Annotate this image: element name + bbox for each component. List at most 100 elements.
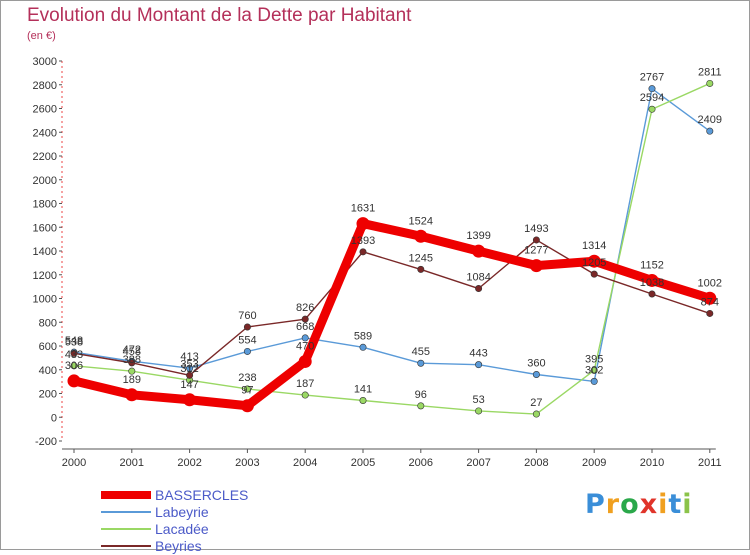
data-label-lacadee: 433 bbox=[65, 349, 83, 361]
legend-swatch bbox=[101, 491, 151, 499]
data-point-bassercles bbox=[125, 388, 139, 402]
y-tick-label: 1400 bbox=[33, 246, 57, 258]
data-point-lacadee bbox=[301, 391, 309, 399]
data-label-labeyrie: 360 bbox=[527, 358, 545, 370]
data-label-lacadee: 2594 bbox=[640, 92, 664, 104]
y-tick-label: 800 bbox=[39, 317, 57, 329]
data-label-lacadee: 2811 bbox=[698, 66, 722, 78]
y-tick-label: 2000 bbox=[33, 175, 57, 187]
data-label-beyries: 538 bbox=[65, 336, 83, 348]
data-point-beyries bbox=[70, 349, 78, 357]
data-point-labeyrie bbox=[590, 377, 598, 385]
data-label-lacadee: 141 bbox=[354, 384, 372, 396]
data-point-labeyrie bbox=[648, 85, 656, 93]
data-point-beyries bbox=[243, 323, 251, 331]
data-label-beyries: 1038 bbox=[640, 277, 664, 289]
data-point-labeyrie bbox=[359, 343, 367, 351]
data-label-lacadee: 53 bbox=[472, 394, 484, 406]
y-tick-label: 2400 bbox=[33, 127, 57, 139]
data-point-lacadee bbox=[70, 362, 78, 370]
data-point-beyries bbox=[475, 285, 483, 293]
x-tick-label: 2011 bbox=[698, 457, 722, 469]
data-label-labeyrie: 413 bbox=[180, 351, 198, 363]
legend-swatch bbox=[101, 528, 151, 530]
logo-letter: i bbox=[682, 489, 693, 520]
data-label-bassercles: 147 bbox=[180, 379, 198, 391]
data-label-beyries: 1393 bbox=[351, 235, 375, 247]
chart-title: Evolution du Montant de la Dette par Hab… bbox=[27, 5, 412, 26]
data-label-lacadee: 187 bbox=[296, 378, 314, 390]
data-point-bassercles bbox=[472, 244, 486, 258]
data-label-bassercles: 1524 bbox=[409, 215, 433, 227]
data-point-labeyrie bbox=[243, 347, 251, 355]
x-tick-label: 2003 bbox=[235, 457, 259, 469]
series-line-labeyrie bbox=[73, 87, 711, 383]
data-point-bassercles bbox=[703, 291, 717, 305]
x-tick-label: 2002 bbox=[177, 457, 201, 469]
chart-series bbox=[67, 79, 717, 418]
data-point-lacadee bbox=[243, 385, 251, 393]
x-tick-label: 2009 bbox=[582, 457, 606, 469]
legend-swatch bbox=[101, 545, 151, 547]
data-point-bassercles bbox=[356, 217, 370, 231]
data-point-bassercles bbox=[529, 259, 543, 273]
data-label-lacadee: 27 bbox=[530, 397, 542, 409]
data-label-lacadee: 388 bbox=[123, 354, 141, 366]
x-tick-label: 2010 bbox=[640, 457, 664, 469]
y-tick-label: 400 bbox=[39, 365, 57, 377]
data-label-lacadee: 238 bbox=[238, 372, 256, 384]
data-point-beyries bbox=[186, 371, 194, 379]
x-tick-label: 2006 bbox=[409, 457, 433, 469]
y-tick-label: 2600 bbox=[33, 104, 57, 116]
data-point-bassercles bbox=[183, 393, 197, 407]
data-label-beyries: 874 bbox=[701, 296, 719, 308]
data-point-bassercles bbox=[298, 354, 312, 368]
data-point-labeyrie bbox=[475, 361, 483, 369]
data-point-bassercles bbox=[414, 229, 428, 243]
x-tick-label: 2004 bbox=[293, 457, 317, 469]
x-tick-label: 2008 bbox=[524, 457, 548, 469]
data-label-bassercles: 470 bbox=[296, 340, 314, 352]
data-point-lacadee bbox=[417, 402, 425, 410]
chart-data-labels: 548 472 413 554 668 589 455 443 360 302 2767 2409 43… bbox=[65, 66, 722, 409]
data-point-beyries bbox=[128, 359, 136, 367]
data-point-bassercles bbox=[67, 374, 81, 388]
legend-label: BASSERCLES bbox=[155, 487, 249, 503]
data-point-lacadee bbox=[128, 367, 136, 375]
data-point-beyries bbox=[359, 248, 367, 256]
data-label-bassercles: 1631 bbox=[351, 203, 375, 215]
y-tick-label: 2200 bbox=[33, 151, 57, 163]
data-label-lacadee: 395 bbox=[585, 353, 603, 365]
data-label-bassercles: 189 bbox=[123, 374, 141, 386]
data-label-beyries: 1205 bbox=[582, 257, 606, 269]
logo-letter: o bbox=[620, 489, 640, 520]
data-point-beyries bbox=[532, 236, 540, 244]
data-label-labeyrie: 548 bbox=[65, 335, 83, 347]
data-point-lacadee bbox=[532, 410, 540, 418]
legend-label: Lacadée bbox=[155, 521, 209, 537]
y-tick-label: 1200 bbox=[33, 270, 57, 282]
data-label-labeyrie: 668 bbox=[296, 321, 314, 333]
data-label-lacadee: 96 bbox=[415, 389, 427, 401]
data-label-beyries: 458 bbox=[123, 346, 141, 358]
data-point-labeyrie bbox=[532, 370, 540, 378]
y-tick-label: -200 bbox=[35, 436, 57, 448]
data-label-labeyrie: 302 bbox=[585, 364, 603, 376]
data-point-beyries bbox=[648, 290, 656, 298]
data-label-labeyrie: 472 bbox=[123, 344, 141, 356]
data-label-bassercles: 306 bbox=[65, 360, 83, 372]
y-tick-label: 1600 bbox=[33, 222, 57, 234]
data-point-labeyrie bbox=[706, 127, 714, 135]
data-point-bassercles bbox=[240, 399, 254, 413]
data-label-bassercles: 1152 bbox=[640, 259, 664, 271]
logo-letter: P bbox=[585, 489, 606, 520]
data-label-bassercles: 1002 bbox=[698, 277, 722, 289]
data-point-beyries bbox=[706, 309, 714, 317]
data-label-labeyrie: 2767 bbox=[640, 72, 664, 84]
y-tick-label: 600 bbox=[39, 341, 57, 353]
logo-letter: r bbox=[605, 489, 621, 520]
data-label-bassercles: 1314 bbox=[582, 240, 606, 252]
y-tick-label: 200 bbox=[39, 389, 57, 401]
data-label-labeyrie: 2409 bbox=[698, 114, 722, 126]
